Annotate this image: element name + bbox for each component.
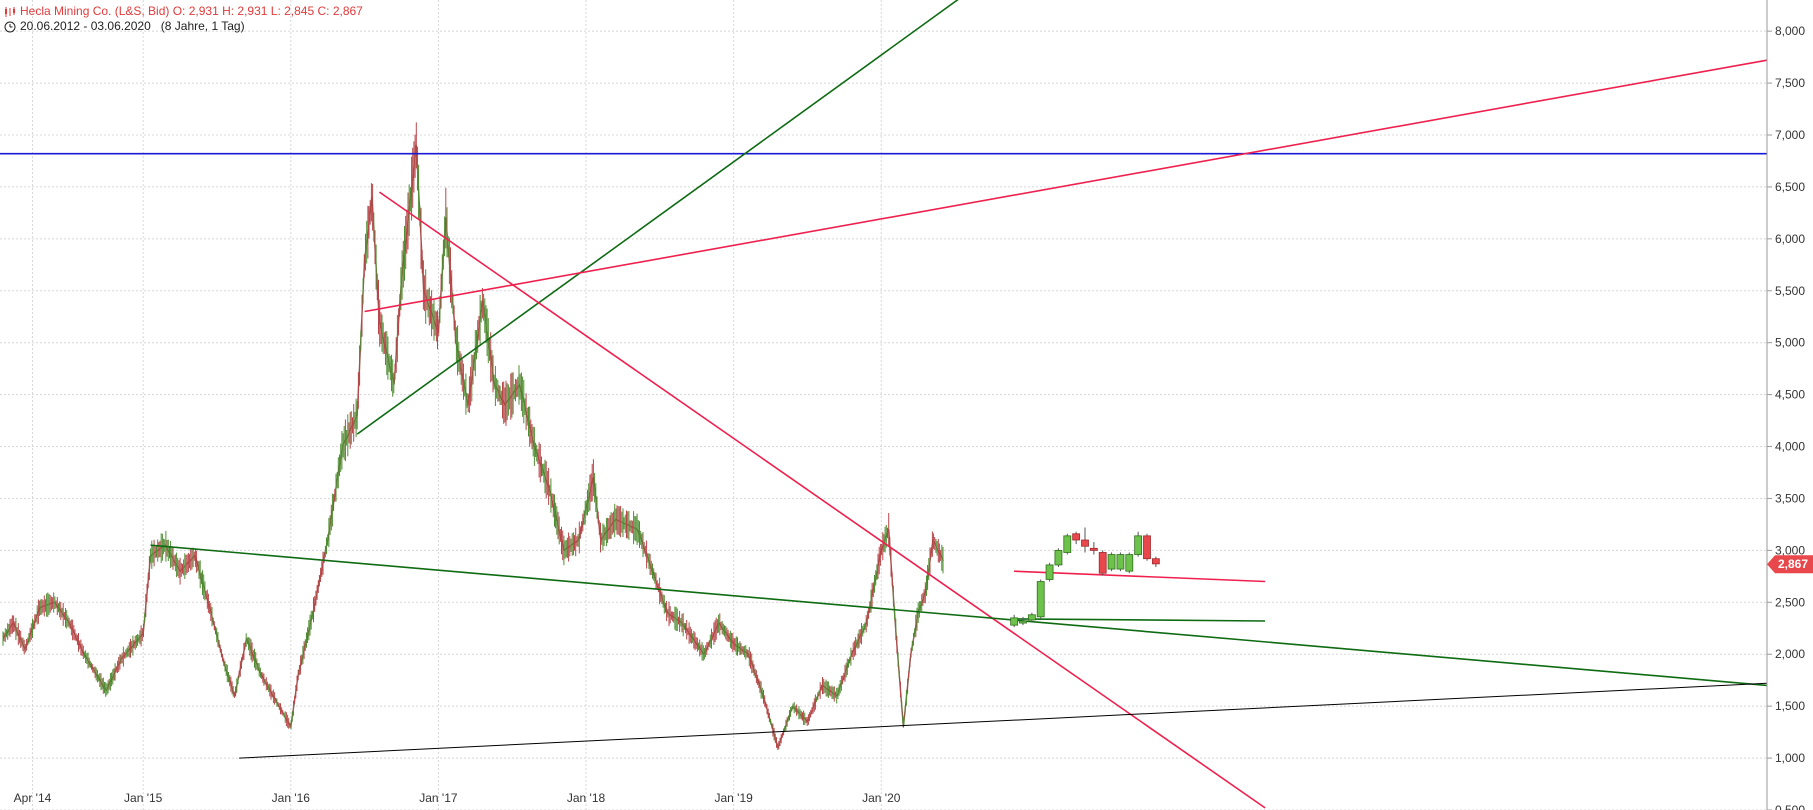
price-axis[interactable]: 0,500 1,000 1,500 2,000 2,500 3,000 3,500 4,000… (1767, 24, 1805, 810)
date-range-row: 20.06.2012 - 03.06.2020 (8 Jahre, 1 Tag) (4, 19, 363, 34)
y-tick-label: 8,000 (1775, 24, 1805, 38)
candle-body (1089, 547, 1098, 551)
trendline (150, 544, 1768, 687)
y-tick-label: 5,000 (1775, 336, 1805, 350)
candle-body (1134, 535, 1143, 555)
y-tick-label: 3,000 (1775, 543, 1805, 557)
candle-body (1063, 535, 1072, 553)
candle-body (1010, 617, 1019, 626)
candle-body (1151, 558, 1160, 565)
x-tick-label: Jan '18 (567, 791, 606, 805)
y-tick-label: 6,000 (1775, 232, 1805, 246)
candle-body (1143, 535, 1151, 560)
y-tick-label: 5,500 (1775, 284, 1805, 298)
plot-area (0, 0, 1767, 810)
candle-body (1054, 549, 1063, 566)
last-price-label: 2,867 (1778, 557, 1808, 571)
grid-layer (0, 0, 1767, 810)
instrument-title: Hecla Mining Co. (L&S, Bid) O: 2,931 H: … (20, 4, 363, 18)
chart-header: Hecla Mining Co. (L&S, Bid) O: 2,931 H: … (4, 4, 363, 34)
x-tick-label: Jan '15 (124, 791, 163, 805)
trendline (364, 59, 1768, 313)
price-series-layer (2, 122, 944, 750)
candle-body (1019, 620, 1027, 624)
y-tick-label: 4,000 (1775, 440, 1805, 454)
last-price-tag (1767, 555, 1813, 574)
x-tick-label: Jan '16 (272, 791, 311, 805)
candle-body (1107, 554, 1116, 570)
y-tick-label: 2,500 (1775, 595, 1805, 609)
x-tick-label: Jan '17 (419, 791, 458, 805)
candlestick-icon (5, 6, 15, 17)
y-tick-label: 1,500 (1775, 699, 1805, 713)
candle-body (1125, 554, 1134, 572)
x-tick-label: Jan '19 (715, 791, 754, 805)
trendline (1014, 570, 1266, 583)
y-tick-label: 0,500 (1775, 803, 1805, 810)
y-tick-label: 4,500 (1775, 388, 1805, 402)
trendline (378, 191, 1266, 809)
trendlines-layer[interactable] (0, 0, 1768, 809)
instrument-title-row: Hecla Mining Co. (L&S, Bid) O: 2,931 H: … (4, 4, 363, 19)
forecast-candles-layer (1010, 527, 1160, 628)
candle-body (1081, 539, 1089, 547)
y-tick-label: 7,500 (1775, 76, 1805, 90)
date-range: 20.06.2012 - 03.06.2020 (20, 19, 151, 33)
y-tick-label: 1,000 (1775, 751, 1805, 765)
y-tick-label: 2,000 (1775, 647, 1805, 661)
clock-icon (4, 21, 16, 32)
y-tick-label: 3,500 (1775, 491, 1805, 505)
y-tick-label: 6,500 (1775, 180, 1805, 194)
period-span: (8 Jahre, 1 Tag) (160, 19, 245, 33)
trendline (239, 682, 1768, 759)
time-axis[interactable]: Apr '14 Jan '15 Jan '16 Jan '17 Jan '18 Jan '… (14, 791, 901, 805)
candle-body (1072, 533, 1081, 541)
y-tick-label: 7,000 (1775, 128, 1805, 142)
candle-body (1045, 564, 1054, 580)
last-price-tag-layer: 2,867 (1767, 555, 1813, 574)
candle-body (1098, 552, 1107, 574)
x-tick-label: Apr '14 (14, 791, 52, 805)
candle-body (1027, 614, 1036, 621)
candle-body (1116, 554, 1125, 570)
trendline (1014, 618, 1266, 622)
candle-body (1036, 581, 1045, 618)
x-tick-label: Jan '20 (862, 791, 901, 805)
trendline (356, 0, 959, 435)
